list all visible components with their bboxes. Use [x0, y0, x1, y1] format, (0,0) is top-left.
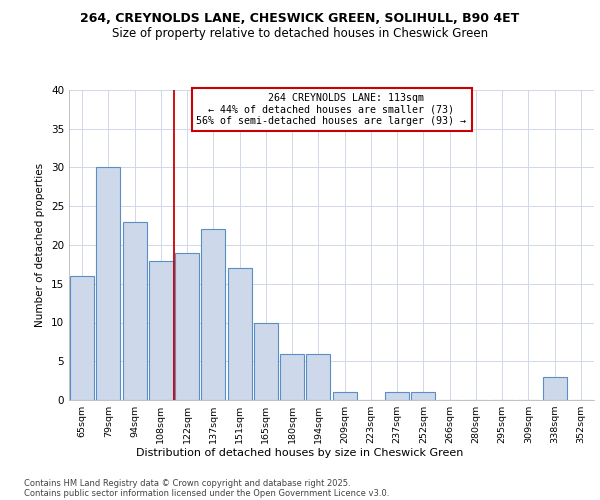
Bar [175, 252, 199, 400]
Bar [70, 276, 94, 400]
Bar [96, 168, 121, 400]
Y-axis label: Number of detached properties: Number of detached properties [35, 163, 46, 327]
Bar [332, 392, 356, 400]
Bar [385, 392, 409, 400]
Bar [412, 392, 436, 400]
Text: Contains public sector information licensed under the Open Government Licence v3: Contains public sector information licen… [24, 489, 389, 498]
Bar [122, 222, 147, 400]
Text: 264 CREYNOLDS LANE: 113sqm
← 44% of detached houses are smaller (73)
56% of semi: 264 CREYNOLDS LANE: 113sqm ← 44% of deta… [197, 93, 467, 126]
Bar [254, 322, 278, 400]
Bar [227, 268, 252, 400]
Text: Distribution of detached houses by size in Cheswick Green: Distribution of detached houses by size … [136, 448, 464, 458]
Bar [542, 377, 567, 400]
Bar [280, 354, 304, 400]
Text: Size of property relative to detached houses in Cheswick Green: Size of property relative to detached ho… [112, 28, 488, 40]
Bar [306, 354, 331, 400]
Bar [202, 230, 226, 400]
Text: Contains HM Land Registry data © Crown copyright and database right 2025.: Contains HM Land Registry data © Crown c… [24, 479, 350, 488]
Text: 264, CREYNOLDS LANE, CHESWICK GREEN, SOLIHULL, B90 4ET: 264, CREYNOLDS LANE, CHESWICK GREEN, SOL… [80, 12, 520, 26]
Bar [149, 260, 173, 400]
